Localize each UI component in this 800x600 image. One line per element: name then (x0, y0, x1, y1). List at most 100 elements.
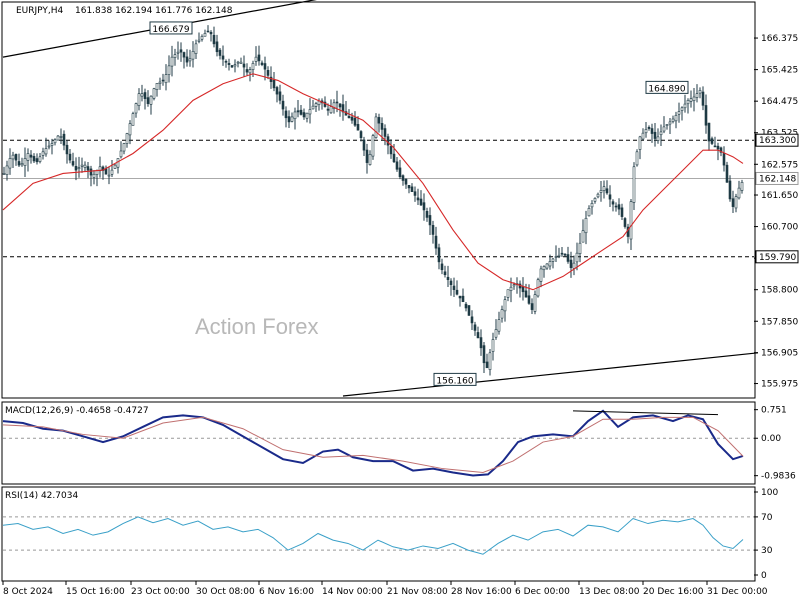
rsi-tick-label: 0 (761, 571, 767, 581)
level-label: 162.148 (755, 171, 799, 185)
candle-body (53, 139, 57, 144)
candle-body (401, 175, 405, 181)
candle-body (185, 56, 189, 63)
x-tick-label: 14 Nov 00:00 (322, 587, 383, 597)
candle-body (356, 124, 360, 131)
level-label-box (755, 133, 799, 147)
candle-body (260, 62, 264, 65)
candle-body (707, 122, 711, 142)
candle-body (611, 201, 615, 205)
candle-body (605, 188, 609, 194)
candle-body (365, 149, 369, 163)
candle-body (581, 230, 585, 243)
rsi-title: RSI(14) 42.7034 (5, 491, 78, 501)
candle-body (452, 285, 456, 290)
level-label-text: 159.790 (759, 253, 796, 263)
candle-body (467, 305, 471, 316)
macd-line (2, 409, 744, 477)
candle-body (479, 337, 483, 349)
candle-body (71, 161, 75, 166)
candle-body (500, 309, 504, 319)
candle-body (425, 211, 429, 218)
price-annotation: 156.160 (433, 372, 477, 386)
candle-body (263, 63, 267, 70)
candle-body (167, 65, 171, 75)
candle-body (542, 266, 546, 271)
candle-body (206, 30, 210, 33)
candle-body (113, 164, 117, 169)
annotation-box (645, 80, 689, 94)
candle-body (398, 167, 402, 178)
candle-body (725, 164, 729, 183)
candle-body (308, 109, 312, 115)
candle-body (92, 173, 96, 178)
candle-body (644, 129, 648, 134)
macd-title: MACD(12,26,9) -0.4658 -0.4727 (5, 406, 149, 416)
candle-body (305, 112, 309, 119)
candle-body (659, 131, 663, 136)
candle-body (449, 280, 453, 286)
candle-body (527, 295, 531, 304)
candle-body (476, 332, 480, 339)
candle-body (596, 193, 600, 198)
candle-body (302, 112, 306, 118)
candle-body (149, 95, 153, 105)
candle-body (416, 197, 420, 201)
candle-body (116, 158, 120, 168)
candle-body (86, 166, 90, 171)
macd-layer (2, 409, 754, 477)
x-tick-label: 23 Oct 00:00 (131, 587, 190, 597)
rsi-line (2, 516, 744, 555)
candle-body (446, 276, 450, 281)
candle-body (50, 143, 54, 146)
candle-body (704, 105, 708, 126)
candle-body (665, 124, 669, 126)
candle-body (332, 102, 336, 109)
candle-body (155, 83, 159, 90)
candle-body (335, 101, 339, 104)
candle-body (407, 184, 411, 189)
candle-body (641, 132, 645, 140)
candle-body (62, 133, 66, 146)
candle-body (437, 247, 441, 263)
candle-body (683, 103, 687, 109)
candle-body (59, 136, 63, 138)
candle-body (134, 103, 138, 114)
candle-body (647, 127, 651, 129)
candle-body (440, 263, 444, 271)
macd-tick-label: -0.9836 (761, 472, 796, 482)
candle-body (35, 158, 39, 163)
candle-body (20, 163, 24, 166)
x-tick-label: 15 Oct 16:00 (66, 587, 125, 597)
candle-body (311, 105, 315, 110)
candle-body (272, 79, 276, 89)
candle-body (200, 36, 204, 40)
candle-body (617, 204, 621, 210)
level-label-text: 163.300 (759, 136, 796, 146)
candle-body (281, 100, 285, 110)
candle-body (584, 217, 588, 234)
candle-body (290, 116, 294, 122)
candle-body (170, 56, 174, 67)
y-tick-label: 157.850 (761, 317, 798, 327)
candle-body (218, 49, 222, 56)
candle-body (41, 151, 45, 156)
candle-body (533, 294, 537, 312)
x-tick-label: 31 Dec 00:00 (707, 587, 768, 597)
candle-body (338, 103, 342, 108)
candle-body (236, 61, 240, 64)
price-annotation: 166.679 (149, 21, 193, 35)
candle-body (395, 161, 399, 170)
candle-body (5, 165, 9, 175)
candle-body (599, 190, 603, 193)
candle-body (728, 180, 732, 200)
candle-body (509, 286, 513, 291)
watermark: Action Forex (195, 314, 319, 339)
candle-body (572, 262, 576, 269)
candle-body (215, 41, 219, 53)
candle-body (275, 87, 279, 95)
x-tick-label: 30 Oct 08:00 (196, 587, 255, 597)
candle-body (17, 161, 21, 166)
candle-body (656, 136, 660, 141)
